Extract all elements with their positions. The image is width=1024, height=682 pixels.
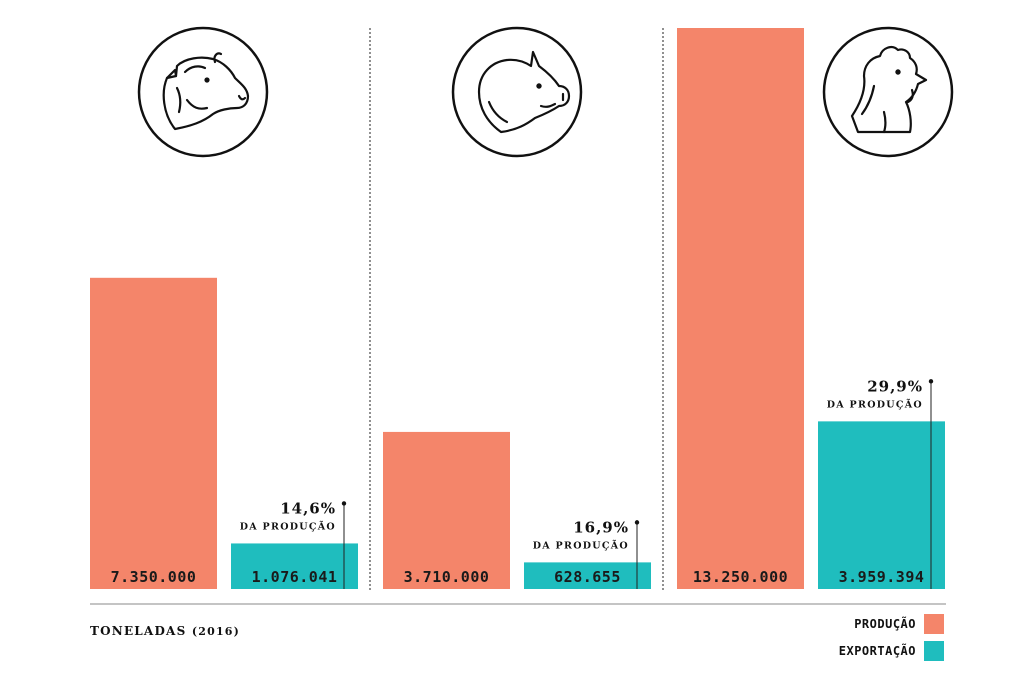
production-bar-bovino [90, 277, 217, 589]
export-value-suíno: 628.655 [554, 568, 621, 586]
share-leader-dot [634, 520, 640, 525]
legend-swatch-export [924, 641, 944, 661]
chicken-icon [822, 26, 954, 158]
export-bar-bovino [231, 543, 358, 589]
export-share-bovino: 14,6% [280, 499, 336, 517]
production-value-frango: 13.250.000 [693, 568, 788, 586]
share-leader-dot [928, 379, 934, 384]
export-share-caption: DA PRODUÇÃO [827, 398, 923, 410]
export-share-caption: DA PRODUÇÃO [533, 539, 629, 551]
export-share-caption: DA PRODUÇÃO [240, 520, 336, 532]
export-bar-frango [818, 421, 945, 589]
production-bar-frango [677, 28, 804, 589]
export-share-suíno: 16,9% [573, 518, 629, 536]
legend-label-export: EXPORTAÇÃO [838, 644, 916, 658]
cow-icon [137, 26, 269, 158]
unit-text: TONELADAS [90, 624, 187, 638]
unit-label: TONELADAS (2016) [90, 624, 240, 638]
legend-item-export: EXPORTAÇÃO [839, 641, 944, 661]
legend-item-production: PRODUÇÃO [854, 614, 944, 634]
legend-swatch-production [924, 614, 944, 634]
export-value-bovino: 1.076.041 [252, 568, 338, 586]
export-share-frango: 29,9% [867, 377, 923, 395]
export-bar-suíno [524, 562, 651, 589]
production-value-suíno: 3.710.000 [404, 568, 490, 586]
pig-icon [451, 26, 583, 158]
share-leader-dot [341, 501, 347, 506]
export-value-frango: 3.959.394 [839, 568, 925, 586]
unit-year: (2016) [191, 625, 241, 638]
production-value-bovino: 7.350.000 [111, 568, 197, 586]
production-bar-suíno [383, 431, 510, 589]
legend-label-production: PRODUÇÃO [854, 617, 916, 631]
